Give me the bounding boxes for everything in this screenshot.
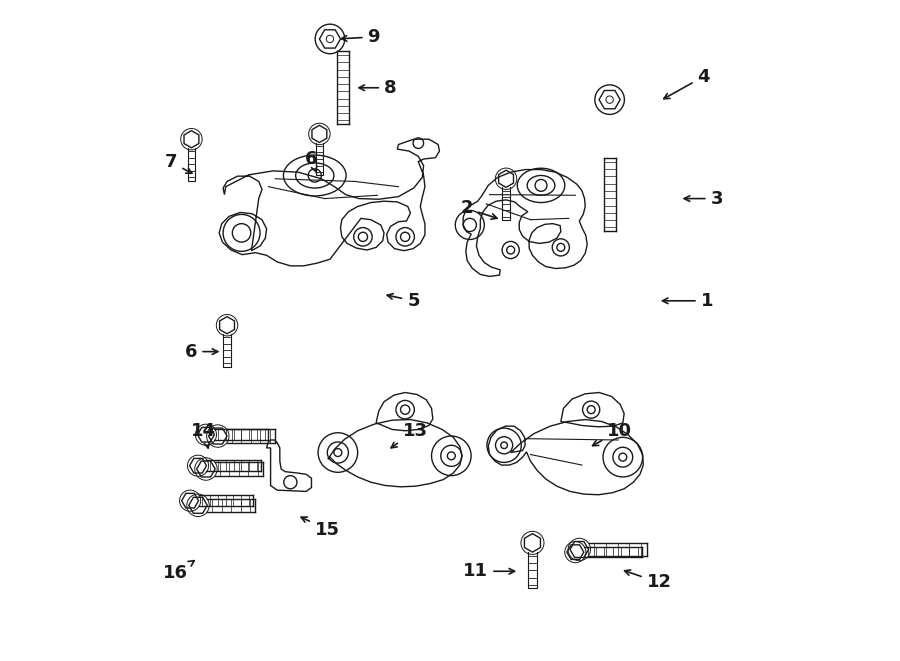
Text: 11: 11 bbox=[464, 563, 515, 580]
Text: 6: 6 bbox=[184, 342, 218, 361]
Text: 4: 4 bbox=[664, 67, 710, 98]
Text: 12: 12 bbox=[625, 570, 671, 592]
Text: 6: 6 bbox=[305, 150, 318, 173]
Text: 16: 16 bbox=[163, 561, 194, 582]
Text: 13: 13 bbox=[392, 422, 428, 448]
Text: 9: 9 bbox=[341, 28, 380, 46]
Text: 8: 8 bbox=[359, 79, 397, 97]
Text: 10: 10 bbox=[592, 422, 632, 446]
Text: 15: 15 bbox=[302, 517, 340, 539]
Text: 7: 7 bbox=[165, 153, 192, 173]
Text: 5: 5 bbox=[387, 292, 419, 310]
Text: 1: 1 bbox=[662, 292, 713, 310]
Text: 2: 2 bbox=[461, 200, 497, 219]
Text: 14: 14 bbox=[192, 422, 216, 448]
Text: 3: 3 bbox=[684, 190, 723, 208]
